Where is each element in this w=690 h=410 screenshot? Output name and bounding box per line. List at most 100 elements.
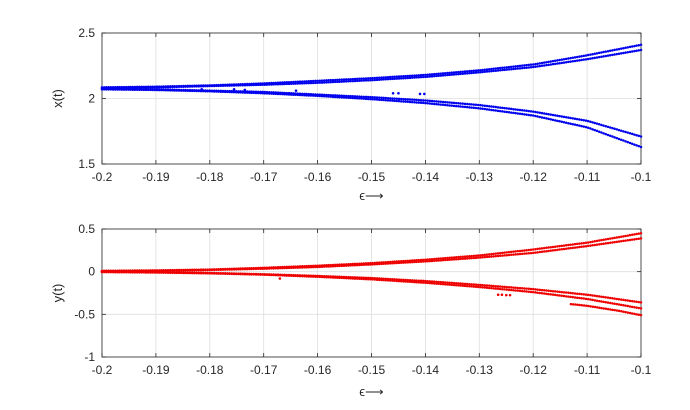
y-series-3-point xyxy=(470,285,473,288)
x-series-3-point xyxy=(426,102,429,105)
x-series-0-point xyxy=(597,51,601,55)
x-series-1-point xyxy=(547,63,550,67)
x-series-0-point xyxy=(373,76,377,80)
y-series-1-point xyxy=(263,267,267,270)
x-series-2-point xyxy=(481,104,484,107)
y-series-1-point xyxy=(564,247,568,250)
x-panel-xtick-label: -0.2 xyxy=(92,170,113,184)
x-series-0-point xyxy=(498,66,502,70)
y-series-3-point xyxy=(135,271,139,274)
y-series-1-point xyxy=(503,254,506,257)
y-series-0-point xyxy=(560,244,564,248)
x-series-0-point xyxy=(617,47,621,51)
y-series-3-point xyxy=(549,293,553,296)
x-series-1-point xyxy=(223,84,227,87)
y-series-3-point xyxy=(386,279,390,282)
x-panel-ytick-label: 2.5 xyxy=(78,26,95,40)
x-series-1-point xyxy=(314,81,317,85)
x-series-3-point xyxy=(333,95,337,99)
x-series-2-point xyxy=(551,113,555,117)
y-series-2-point xyxy=(472,283,476,286)
x-series-0-point xyxy=(322,79,326,82)
y-series-1-point xyxy=(309,265,313,269)
x-series-2-point xyxy=(413,98,416,102)
y-series-0-point xyxy=(479,254,482,257)
y-series-3-point xyxy=(349,277,352,280)
x-series-1-point xyxy=(479,70,482,74)
y-series-1-point xyxy=(294,266,297,269)
x-series-1-point xyxy=(340,80,344,83)
x-series-2-point xyxy=(355,95,359,98)
y-series-0-point xyxy=(490,252,493,256)
y-series-0-point xyxy=(602,238,605,242)
x-series-1-point xyxy=(553,62,557,66)
y-series-3-point xyxy=(558,294,561,297)
y-series-3-point xyxy=(217,272,220,275)
x-series-1-point xyxy=(435,74,438,78)
y-series-3-point xyxy=(534,291,537,294)
x-series-1-point xyxy=(600,55,603,59)
y-series-1-point xyxy=(195,268,198,272)
x-series-2-point xyxy=(402,97,405,101)
x-isolated-point xyxy=(200,88,204,91)
x-series-0-point xyxy=(380,76,383,79)
x-series-1-point xyxy=(351,79,355,83)
y-series-1-point xyxy=(204,268,207,272)
x-series-3-point xyxy=(217,90,220,93)
x-series-3-point xyxy=(377,98,381,101)
x-series-2-point xyxy=(432,99,436,103)
y-series-0-point xyxy=(437,257,440,260)
y-series-2-point xyxy=(485,284,489,287)
y-series-3-point xyxy=(369,278,372,281)
x-series-3-point xyxy=(520,112,524,116)
y-series-1-point xyxy=(300,266,304,269)
x-series-3-point xyxy=(336,95,339,99)
x-series-3-point xyxy=(430,102,434,105)
y-series-0-point xyxy=(439,257,443,260)
x-series-3-point xyxy=(245,91,249,94)
y-series-1-point xyxy=(364,263,368,266)
x-series-3-point xyxy=(472,106,476,110)
y-series-3-point xyxy=(399,279,403,283)
y-series-3-point xyxy=(490,286,493,290)
x-series-3-point xyxy=(305,94,308,97)
x-series-2-point xyxy=(479,103,482,107)
x-series-2-point xyxy=(571,117,575,120)
y-series-1-point xyxy=(613,240,616,244)
x-series-1-point xyxy=(296,82,300,85)
y-series-3-point xyxy=(325,275,328,279)
y-series-1-point xyxy=(553,248,557,252)
y-series-2-point xyxy=(470,283,473,286)
y-series-3-point xyxy=(195,271,198,275)
y-series-1-point xyxy=(243,267,247,271)
x-series-1-point xyxy=(459,72,462,76)
y-series-2-point xyxy=(459,282,462,285)
x-series-2-point xyxy=(562,115,566,119)
y-series-1-point xyxy=(234,268,238,271)
y-series-3-point xyxy=(408,280,412,284)
y-series-2-point xyxy=(617,298,621,301)
x-series-2-point xyxy=(366,95,370,99)
y-series-1-point xyxy=(485,255,489,259)
y-series-3-point xyxy=(309,275,313,278)
y-series-3-point xyxy=(571,295,575,299)
x-panel-xtick-label: -0.12 xyxy=(520,170,548,184)
x-series-1-point xyxy=(353,79,357,83)
x-series-1-point xyxy=(272,83,275,86)
y-series-3-point xyxy=(474,285,478,289)
x-series-1-point xyxy=(320,81,324,84)
y-panel-xtick-label: -0.19 xyxy=(142,363,170,377)
y-series-4 xyxy=(569,302,643,317)
y-series-3-point xyxy=(254,273,258,276)
x-series-3-point xyxy=(261,91,264,95)
y-series-2-point xyxy=(556,290,559,293)
x-series-1-point xyxy=(512,67,515,71)
x-series-1-point xyxy=(197,85,201,88)
y-series-2-point xyxy=(490,284,493,288)
y-series-3-point xyxy=(182,271,185,275)
x-series-2-point xyxy=(483,104,487,107)
x-series-2-point xyxy=(415,98,418,102)
y-series-1-point xyxy=(448,258,451,261)
y-series-1-point xyxy=(507,253,511,257)
y-series-3-point xyxy=(615,302,619,306)
